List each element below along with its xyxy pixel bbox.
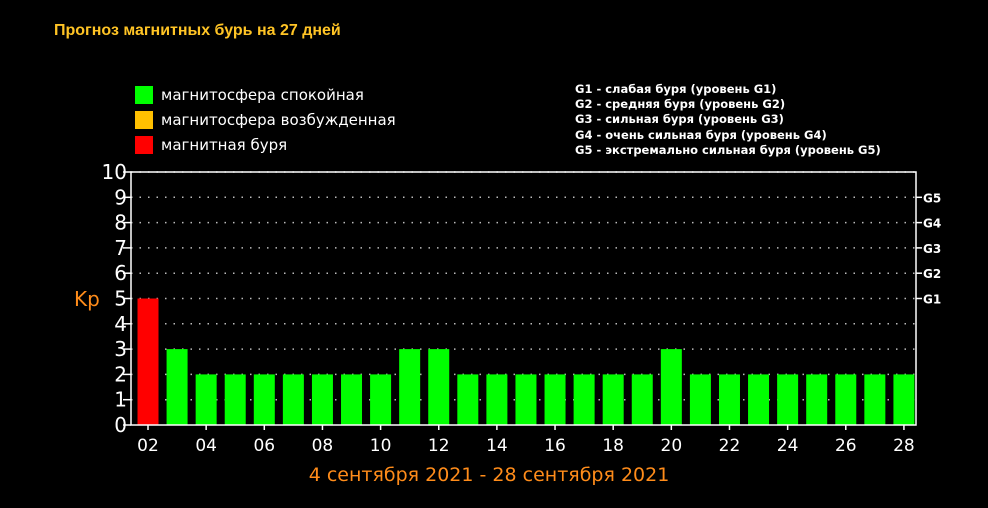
- bar: [748, 374, 770, 425]
- x-tick-label: 10: [370, 436, 392, 456]
- bar: [631, 374, 653, 425]
- bar: [718, 374, 740, 425]
- x-tick-label: 04: [195, 436, 217, 456]
- x-tick-label: 18: [602, 436, 624, 456]
- g-tick-label: G5: [923, 191, 941, 205]
- y-tick-label: 0: [114, 413, 127, 437]
- x-tick-label: 20: [661, 436, 683, 456]
- y-tick-label: 2: [114, 362, 127, 386]
- x-tick-label: 22: [719, 436, 741, 456]
- bar: [253, 374, 275, 425]
- bar: [573, 374, 595, 425]
- bar: [282, 374, 304, 425]
- legend: магнитосфера спокойная магнитосфера возб…: [135, 82, 396, 157]
- bar: [428, 349, 450, 425]
- bar: [835, 374, 857, 425]
- legend-swatch-storm: [135, 135, 153, 154]
- y-tick-label: 8: [114, 211, 127, 235]
- y-tick-label: 4: [114, 312, 127, 336]
- legend-item-storm: магнитная буря: [135, 132, 396, 157]
- bar: [399, 349, 421, 425]
- g-tick-label: G4: [923, 217, 941, 231]
- g-level-2: G2 - средняя буря (уровень G2): [575, 97, 786, 112]
- legend-swatch-excited: [135, 110, 153, 129]
- g-level-5: G5 - экстремально сильная буря (уровень …: [575, 142, 881, 157]
- x-tick-label: 16: [544, 436, 566, 456]
- bar: [311, 374, 333, 425]
- legend-item-excited: магнитосфера возбужденная: [135, 107, 396, 132]
- bar: [515, 374, 537, 425]
- bar: [893, 374, 915, 425]
- g-tick-label: G1: [923, 293, 941, 307]
- bar: [195, 374, 217, 425]
- x-tick-label: 06: [253, 436, 275, 456]
- bar: [806, 374, 828, 425]
- page-title: Прогноз магнитных бурь на 27 дней: [54, 22, 341, 39]
- g-tick-label: G3: [923, 242, 941, 256]
- bar: [486, 374, 508, 425]
- g-level-3: G3 - сильная буря (уровень G3): [575, 112, 784, 127]
- bar: [341, 374, 363, 425]
- y-tick-label: 9: [114, 185, 127, 209]
- legend-swatch-calm: [135, 85, 153, 104]
- legend-label-calm: магнитосфера спокойная: [161, 85, 364, 104]
- bar: [864, 374, 886, 425]
- bar: [370, 374, 392, 425]
- bar: [166, 349, 188, 425]
- legend-item-calm: магнитосфера спокойная: [135, 82, 396, 107]
- bar: [457, 374, 479, 425]
- x-tick-label: 08: [312, 436, 334, 456]
- g-level-legend: G1 - слабая буря (уровень G1) G2 - средн…: [575, 82, 881, 158]
- y-tick-label: 3: [114, 337, 127, 361]
- x-tick-label: 26: [835, 436, 857, 456]
- date-range-label: 4 сентября 2021 - 28 сентября 2021: [309, 464, 670, 486]
- x-tick-label: 28: [893, 436, 915, 456]
- x-tick-label: 14: [486, 436, 508, 456]
- bar: [544, 374, 566, 425]
- g-level-4: G4 - очень сильная буря (уровень G4): [575, 127, 827, 142]
- y-tick-label: 6: [114, 261, 127, 285]
- bar: [602, 374, 624, 425]
- g-level-1: G1 - слабая буря (уровень G1): [575, 82, 777, 96]
- y-tick-label: 7: [114, 236, 127, 260]
- y-tick-label: 5: [114, 287, 127, 311]
- bar: [137, 298, 159, 425]
- x-tick-label: 24: [777, 436, 799, 456]
- bar: [777, 374, 799, 425]
- bar: [660, 349, 682, 425]
- x-tick-label: 02: [137, 436, 159, 456]
- bar: [224, 374, 246, 425]
- bar: [689, 374, 711, 425]
- y-tick-label: 10: [102, 160, 127, 184]
- y-tick-label: 1: [114, 388, 127, 412]
- g-tick-label: G2: [923, 267, 941, 281]
- x-tick-label: 12: [428, 436, 450, 456]
- y-axis-label: Kp: [74, 287, 100, 311]
- legend-label-excited: магнитосфера возбужденная: [161, 110, 396, 129]
- legend-label-storm: магнитная буря: [161, 135, 288, 154]
